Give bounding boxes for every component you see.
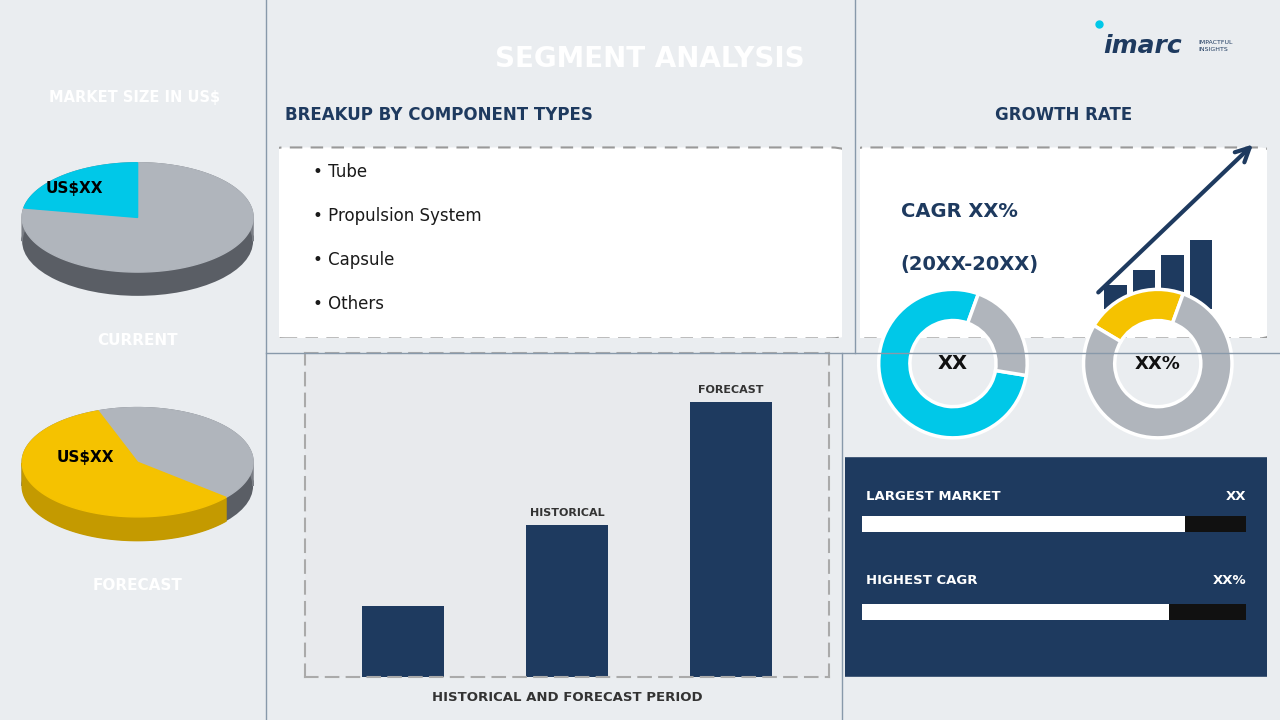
Text: XX%: XX%: [1135, 355, 1180, 373]
Ellipse shape: [22, 186, 253, 296]
Bar: [1133, 270, 1156, 309]
FancyBboxPatch shape: [845, 457, 1267, 677]
Text: CAGR XX%: CAGR XX%: [901, 202, 1018, 220]
Wedge shape: [968, 294, 1027, 375]
Bar: [690, 402, 772, 677]
Text: US$XX: US$XX: [46, 181, 104, 197]
Polygon shape: [22, 163, 253, 241]
Text: HIGHEST CAGR: HIGHEST CAGR: [867, 574, 978, 587]
Text: FORECAST: FORECAST: [699, 385, 764, 395]
Bar: [1161, 255, 1184, 309]
Wedge shape: [1084, 294, 1233, 438]
Text: LARGEST MARKET: LARGEST MARKET: [867, 490, 1001, 503]
Text: • Propulsion System: • Propulsion System: [312, 207, 481, 225]
Polygon shape: [99, 408, 253, 498]
Polygon shape: [22, 463, 227, 541]
Bar: [1190, 240, 1212, 309]
Text: FORECAST: FORECAST: [92, 578, 183, 593]
Text: CURRENT: CURRENT: [97, 333, 178, 348]
Text: IMPACTFUL
INSIGHTS: IMPACTFUL INSIGHTS: [1198, 40, 1233, 52]
Text: XX%: XX%: [1212, 574, 1247, 587]
Text: • Capsule: • Capsule: [312, 251, 394, 269]
Text: US$XX: US$XX: [56, 450, 114, 465]
Bar: [1169, 604, 1247, 620]
Polygon shape: [22, 408, 253, 486]
Bar: [861, 604, 1247, 620]
Polygon shape: [24, 163, 138, 217]
Ellipse shape: [22, 431, 253, 541]
Text: • Others: • Others: [312, 295, 384, 313]
Text: XX: XX: [1225, 490, 1247, 503]
X-axis label: HISTORICAL AND FORECAST PERIOD: HISTORICAL AND FORECAST PERIOD: [431, 690, 703, 703]
Text: SEGMENT ANALYSIS: SEGMENT ANALYSIS: [495, 45, 805, 73]
Text: XX: XX: [938, 354, 968, 373]
Polygon shape: [22, 411, 227, 517]
Text: (20XX-20XX): (20XX-20XX): [901, 256, 1039, 274]
Wedge shape: [1094, 289, 1183, 341]
FancyBboxPatch shape: [852, 148, 1271, 338]
Text: GROWTH RATE: GROWTH RATE: [995, 106, 1133, 124]
Text: imarc: imarc: [1103, 34, 1181, 58]
Polygon shape: [22, 163, 253, 272]
Bar: [861, 516, 1247, 532]
Text: MARKET SIZE IN US$: MARKET SIZE IN US$: [49, 90, 220, 104]
Wedge shape: [879, 289, 1027, 438]
Bar: [1105, 284, 1126, 309]
Bar: [1184, 516, 1247, 532]
Bar: [362, 606, 444, 677]
Bar: [526, 526, 608, 677]
Text: • Tube: • Tube: [312, 163, 367, 181]
Text: BREAKUP BY COMPONENT TYPES: BREAKUP BY COMPONENT TYPES: [284, 106, 593, 124]
Text: HISTORICAL: HISTORICAL: [530, 508, 604, 518]
FancyBboxPatch shape: [268, 148, 847, 338]
